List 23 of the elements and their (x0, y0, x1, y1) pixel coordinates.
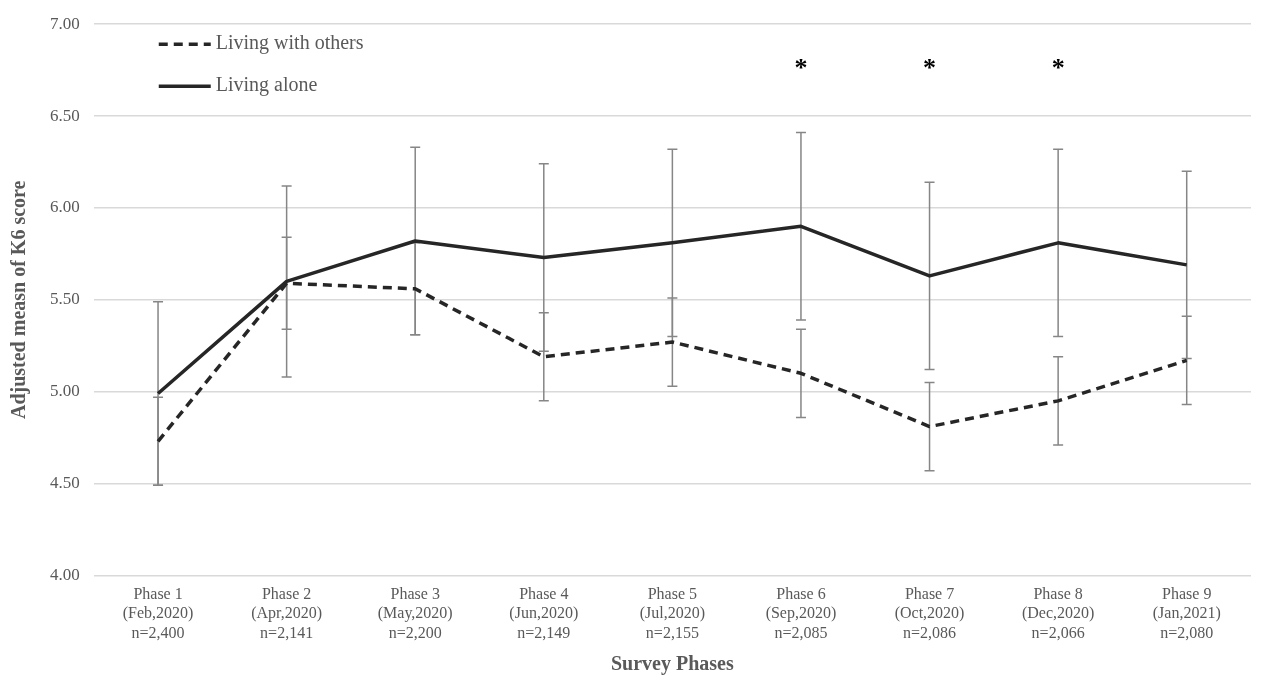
x-tick-label: Phase 6 (Sep,2020) n=2,085 (765, 585, 837, 641)
y-tick-label: 6.00 (50, 197, 80, 217)
y-axis-title: Adjusted measn of K6 score (7, 180, 31, 420)
x-axis-title: Survey Phases (610, 652, 734, 676)
legend-label: Living with others (215, 31, 364, 55)
legend-label: Living alone (215, 73, 318, 97)
annotation: * (1051, 52, 1065, 82)
y-tick-label: 4.50 (50, 473, 80, 492)
y-tick-label: 5.50 (50, 289, 80, 309)
x-tick-label: Phase 4 (Jun,2020) n=2,149 (509, 585, 579, 641)
x-tick-label: Phase 3 (May,2020) n=2,200 (377, 585, 453, 641)
x-tick-label: Phase 2 (Apr,2020) n=2,141 (251, 585, 323, 641)
x-tick-label: Phase 5 (Jul,2020) n=2,155 (639, 585, 706, 641)
y-tick-label: 6.50 (50, 105, 80, 125)
x-tick-label: Phase 8 (Dec,2020) n=2,066 (1021, 585, 1095, 641)
y-tick-label: 4.00 (50, 564, 80, 584)
annotation: * (794, 52, 808, 82)
x-tick-label: Phase 9 (Jan,2021) n=2,080 (1152, 585, 1221, 641)
y-tick-label: 7.00 (50, 13, 80, 33)
x-tick-label: Phase 1 (Feb,2020) n=2,400 (122, 585, 194, 641)
y-tick-label: 5.00 (50, 381, 80, 401)
annotation: * (923, 52, 937, 82)
x-tick-label: Phase 7 (Oct,2020) n=2,086 (894, 585, 965, 641)
